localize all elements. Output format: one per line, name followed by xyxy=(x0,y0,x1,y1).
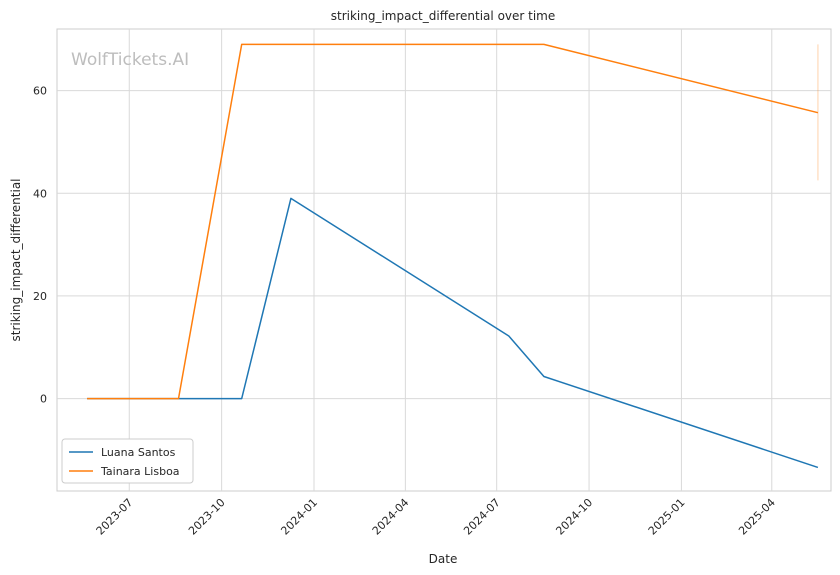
x-tick-label: 2024-04 xyxy=(370,496,412,538)
plot-area xyxy=(56,28,832,492)
watermark-text: WolfTickets.AI xyxy=(71,50,189,70)
chart-title: striking_impact_differential over time xyxy=(331,9,556,23)
legend-label-luana-santos: Luana Santos xyxy=(101,446,176,459)
x-tick-label: 2024-01 xyxy=(278,496,320,538)
legend-box xyxy=(61,438,194,484)
series-line-tainara-lisboa xyxy=(87,43,819,400)
x-tick-label: 2023-07 xyxy=(94,496,136,538)
x-tick-label: 2025-04 xyxy=(736,496,778,538)
y-tick-label: 0 xyxy=(40,393,47,406)
y-tick-label: 20 xyxy=(33,290,47,303)
grid-lines xyxy=(57,29,831,491)
y-tick-label: 60 xyxy=(33,85,47,98)
legend: Luana Santos Tainara Lisboa xyxy=(61,438,194,484)
x-tick-label: 2025-01 xyxy=(646,496,688,538)
x-tick-label: 2024-07 xyxy=(461,496,503,538)
legend-label-tainara-lisboa: Tainara Lisboa xyxy=(100,465,180,478)
x-tick-label: 2023-10 xyxy=(186,496,228,538)
x-tick-label: 2024-10 xyxy=(553,496,595,538)
series-lines xyxy=(87,43,819,469)
y-axis-title: striking_impact_differential xyxy=(9,178,23,341)
x-axis-title: Date xyxy=(429,552,458,566)
y-tick-label: 40 xyxy=(33,187,47,200)
